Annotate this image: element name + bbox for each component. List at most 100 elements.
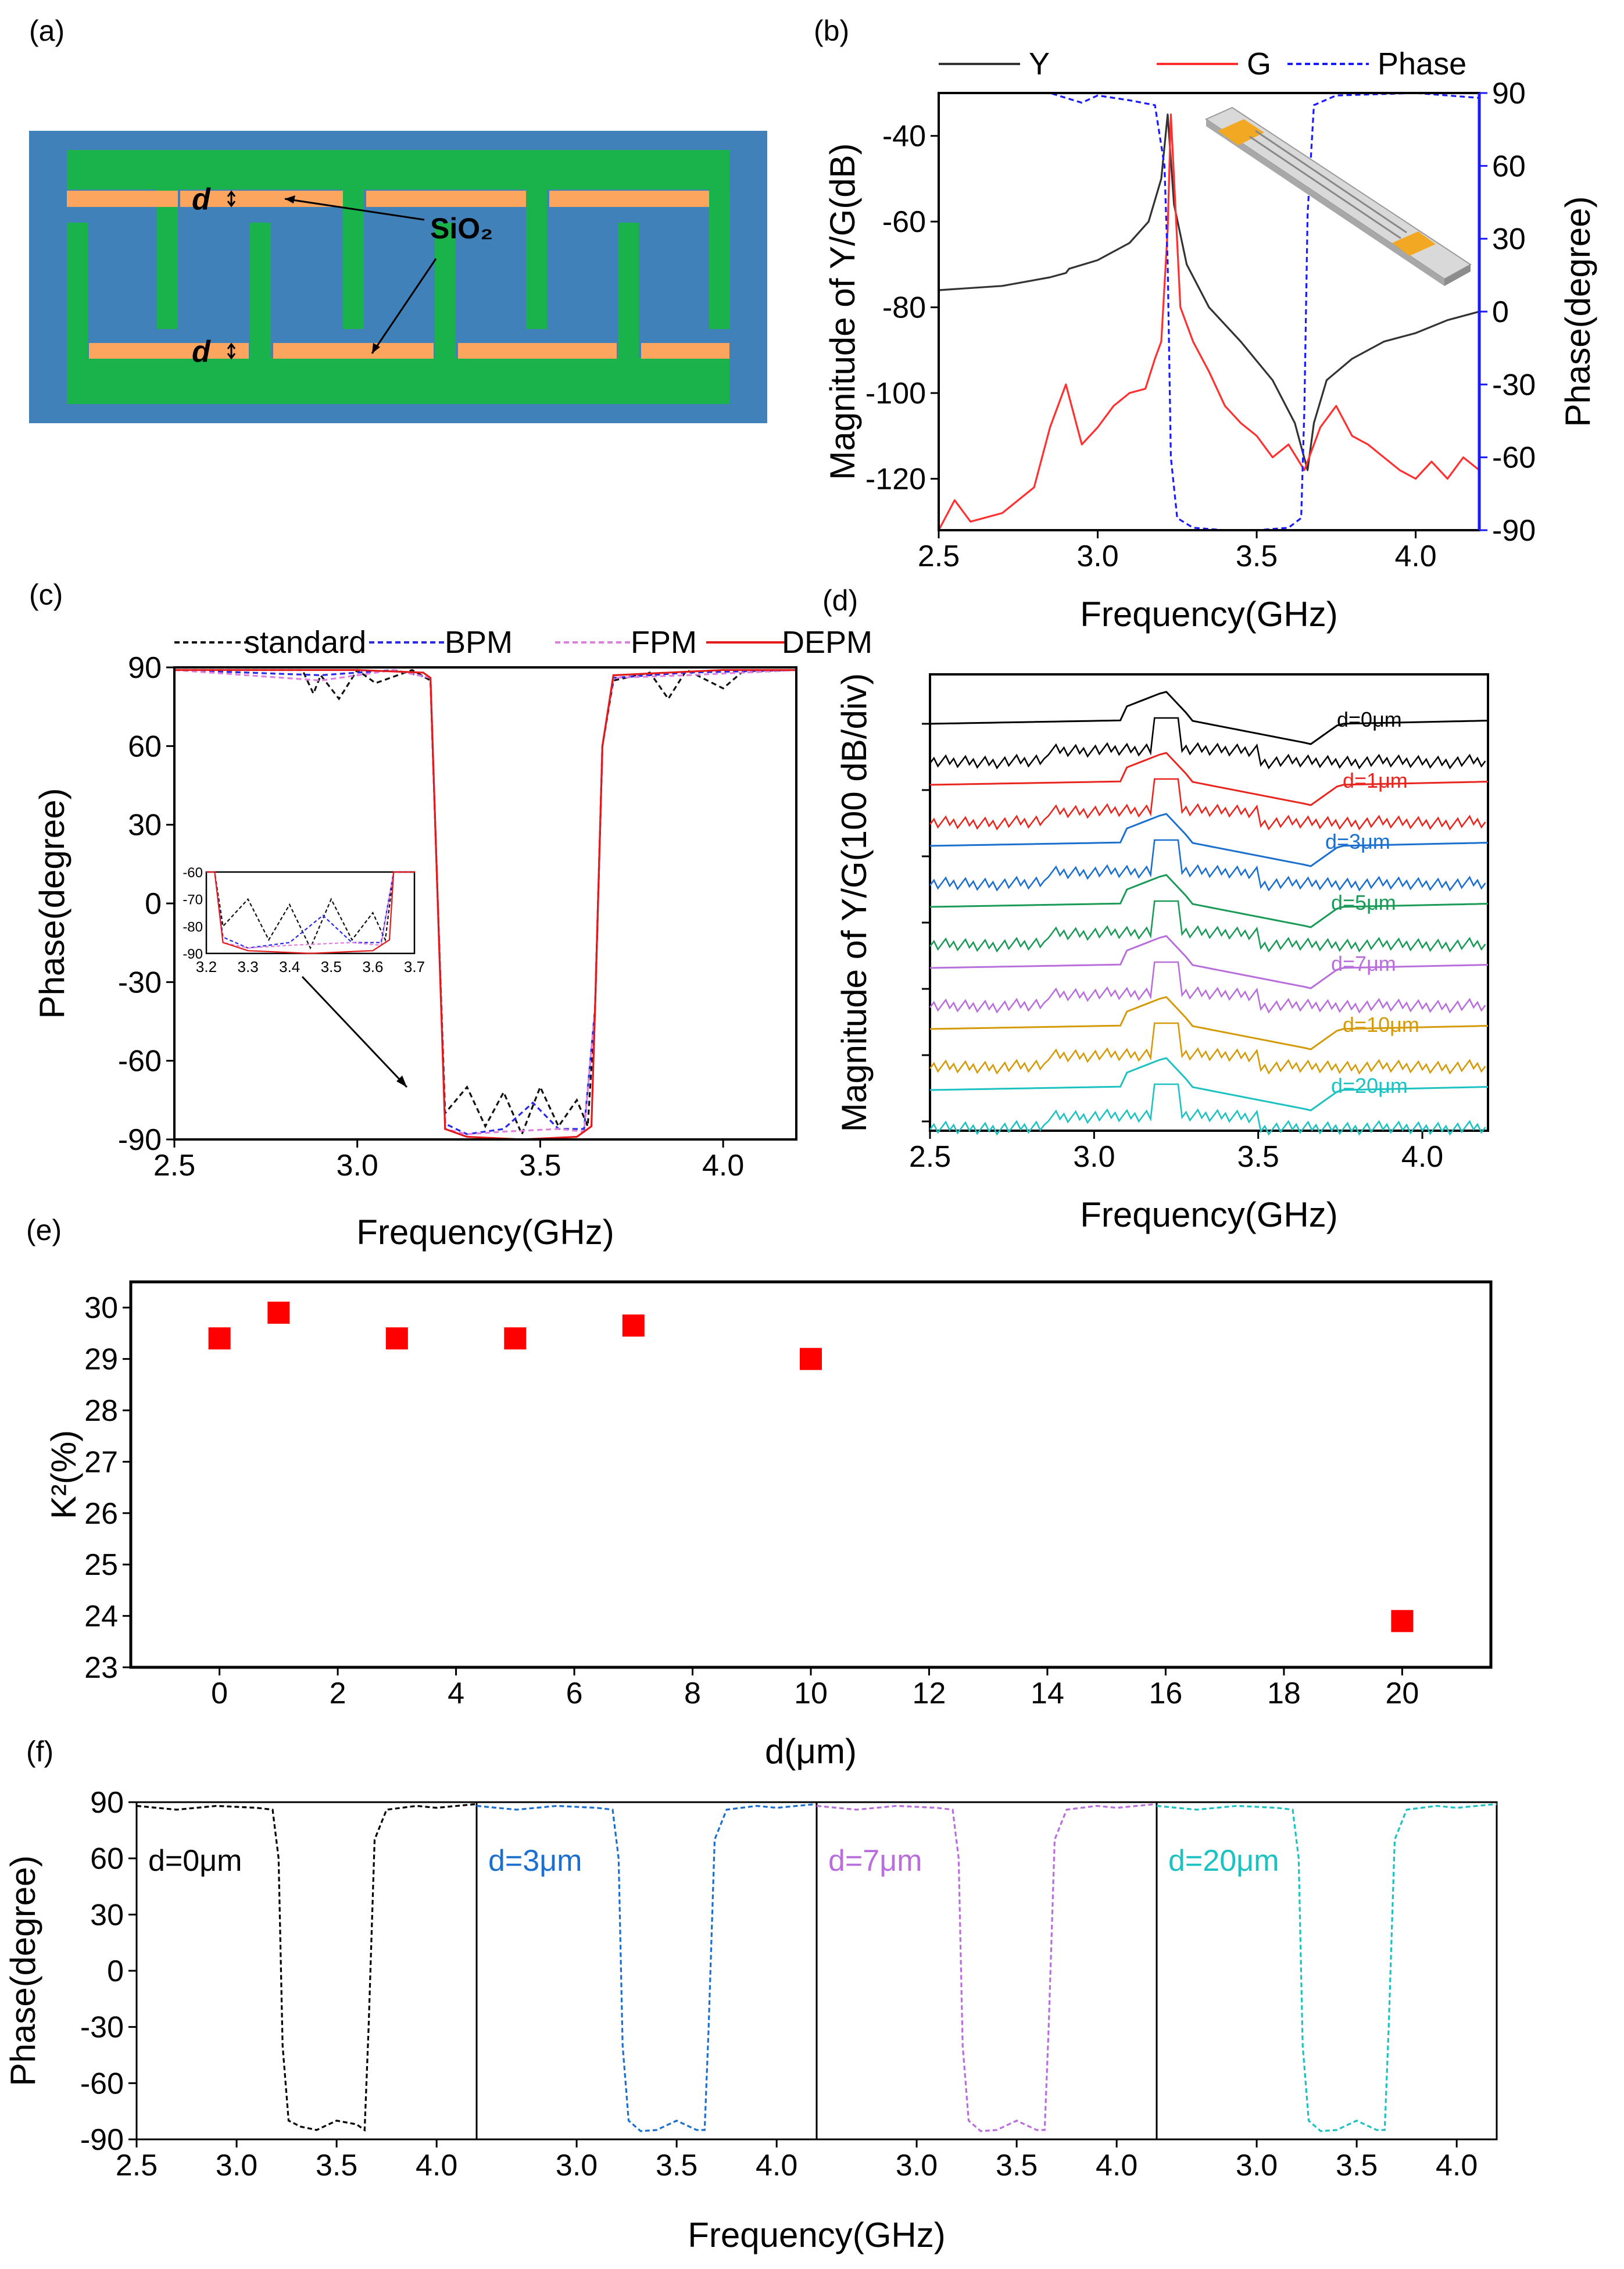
y-tick-label: 26 <box>84 1497 118 1531</box>
legend-label: BPM <box>445 625 513 660</box>
data-point <box>385 1327 408 1350</box>
legend-label: DEPM <box>782 625 872 660</box>
x-tick-label: 3.5 <box>1236 539 1278 573</box>
series-label: d=5μm <box>1331 891 1396 914</box>
finger <box>250 223 271 358</box>
x-tick-label: 3.0 <box>1076 539 1118 573</box>
x-tick-label: 20 <box>1385 1677 1419 1710</box>
x-tick-label: 3.5 <box>656 2149 697 2182</box>
finger <box>435 223 456 358</box>
inset-x-tick-label: 3.6 <box>362 958 383 976</box>
x-tick-label: 3.0 <box>556 2149 598 2182</box>
series-line-Y <box>938 113 1480 471</box>
y-tick-label: -90 <box>118 1123 162 1157</box>
y-tick-label: 60 <box>128 730 162 763</box>
y-tick-label: 29 <box>84 1343 118 1377</box>
y-tick-label: -60 <box>118 1045 162 1078</box>
x-tick-label: 10 <box>794 1677 828 1710</box>
x-tick-label: 0 <box>211 1677 228 1710</box>
x-axis-label: Frequency(GHz) <box>688 2216 945 2254</box>
sio2-strip <box>641 343 729 359</box>
legend-label: G <box>1247 47 1271 81</box>
sio2-pointer-bottom <box>371 258 437 354</box>
x-axis-label: Frequency(GHz) <box>1080 1195 1337 1234</box>
g-curve <box>929 900 1486 953</box>
x-axis-label: Frequency(GHz) <box>356 1213 614 1252</box>
series-label: d=1μm <box>1343 769 1408 792</box>
sio2-pointer-top <box>284 198 425 221</box>
panel-label-a: (a) <box>29 15 65 47</box>
y-tick-label: 27 <box>84 1445 118 1479</box>
legend-label: FPM <box>631 625 697 660</box>
sio2-label: SiO₂ <box>430 212 493 245</box>
y2-tick-label: -30 <box>1492 368 1536 402</box>
y-tick-label: 60 <box>90 1842 124 1876</box>
x-tick-label: 4.0 <box>1401 1140 1443 1174</box>
y-axis-label: Magnitude of Y/G(dB) <box>823 143 862 480</box>
inset-pointer-head <box>396 1075 407 1087</box>
y-tick-label: 25 <box>84 1548 118 1582</box>
inset-x-tick-label: 3.2 <box>196 958 217 976</box>
gap-arrow-top <box>227 190 236 208</box>
x-tick-label: 8 <box>684 1677 701 1710</box>
inset-x-tick-label: 3.5 <box>321 958 342 976</box>
x-axis-label: Frequency(GHz) <box>1080 595 1337 634</box>
g-curve <box>929 717 1486 770</box>
y2-tick-label: 0 <box>1492 295 1509 329</box>
panel-label-f: (f) <box>26 1735 53 1768</box>
series-line-G <box>938 113 1480 531</box>
x-tick-label: 4.0 <box>1096 2149 1137 2182</box>
y-tick-label: 30 <box>128 809 162 842</box>
finger <box>709 190 730 329</box>
sio2-strip <box>458 343 617 359</box>
x-tick-label: 16 <box>1149 1677 1183 1710</box>
data-point <box>800 1348 822 1370</box>
x-tick-label: 2.5 <box>909 1140 951 1174</box>
g-curve <box>929 839 1486 892</box>
inset-x-tick-label: 3.4 <box>279 958 300 976</box>
x-tick-label: 2 <box>330 1677 346 1710</box>
y-curve <box>929 935 1489 989</box>
inset-frame <box>205 871 416 955</box>
x-tick-label: 3.5 <box>519 1149 561 1182</box>
x-tick-label: 3.0 <box>216 2149 257 2182</box>
y-tick-label: 30 <box>84 1291 118 1325</box>
chart-f: 90 60 30 0 -30 -60 -902.5 3.0 3.5 4.0 d=0μm 3.0 3.5 4… <box>3 1786 1498 2254</box>
y-tick-label: -100 <box>865 377 926 410</box>
y-curve <box>929 813 1489 867</box>
x-tick-label: 4.0 <box>1394 539 1436 573</box>
x-tick-label: 3.0 <box>896 2149 938 2182</box>
x-tick-label: 4.0 <box>416 2149 457 2182</box>
x-tick-label: 6 <box>566 1677 583 1710</box>
y-curve <box>929 874 1489 928</box>
inset-y-tick-label: -90 <box>183 946 203 962</box>
y-tick-label: -90 <box>80 2123 124 2157</box>
inset-y-tick-label: -60 <box>183 865 203 881</box>
x-tick-label: 2.5 <box>918 539 960 573</box>
electrode-schematic: d d SiO₂ <box>29 131 767 423</box>
y-tick-label: 30 <box>90 1898 124 1932</box>
g-curve <box>929 778 1486 831</box>
subplot-label: d=0μm <box>148 1844 242 1878</box>
x-tick-label: 4.0 <box>756 2149 797 2182</box>
x-tick-label: 3.0 <box>1236 2149 1278 2182</box>
x-tick-label: 3.5 <box>316 2149 357 2182</box>
phase-curve <box>136 1803 477 2132</box>
arrowhead <box>372 343 380 353</box>
y-axis-label: Phase(degree) <box>3 1856 42 2086</box>
y-tick-label: 90 <box>90 1786 124 1820</box>
plot-frame-d <box>929 673 1489 1132</box>
phase-curve <box>1156 1803 1497 2132</box>
y-tick-label: -40 <box>882 120 926 153</box>
y2-axis-label: Phase(degree) <box>1558 196 1597 427</box>
y-tick-label: -30 <box>118 966 162 999</box>
inset-line-BPM <box>206 871 414 949</box>
sio2-strip <box>549 191 709 207</box>
data-point <box>208 1327 231 1350</box>
data-point <box>622 1314 645 1337</box>
y-axis-label: Magnitude of Y/G(100 dB/div) <box>835 673 874 1132</box>
plot-frame-e <box>129 1280 1493 1669</box>
x-tick-label: 3.5 <box>1237 1140 1279 1174</box>
y-tick-label: -80 <box>882 291 926 325</box>
x-tick-label: 12 <box>913 1677 946 1710</box>
